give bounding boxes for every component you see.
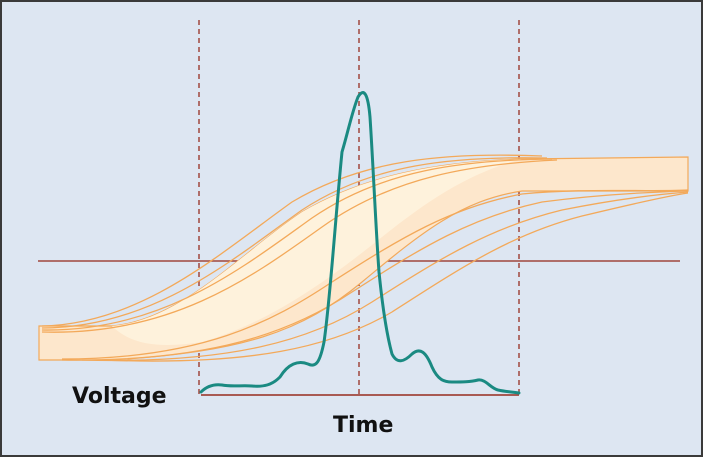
time-label: Time	[333, 413, 394, 438]
transition-curves	[41, 154, 689, 362]
voltage-label: Voltage	[72, 384, 167, 409]
voltage-transition-band-core	[112, 159, 522, 345]
transition-curve-6	[61, 190, 689, 361]
transition-curve-4	[41, 159, 558, 333]
transition-curve-8	[101, 192, 689, 362]
transition-curve-3	[41, 158, 553, 331]
current-pulse-waveform	[199, 91, 521, 395]
transition-curve-5	[61, 189, 689, 360]
transition-curve-1	[41, 154, 543, 327]
transition-curve-7	[81, 191, 689, 362]
transition-curve-2	[41, 157, 548, 329]
